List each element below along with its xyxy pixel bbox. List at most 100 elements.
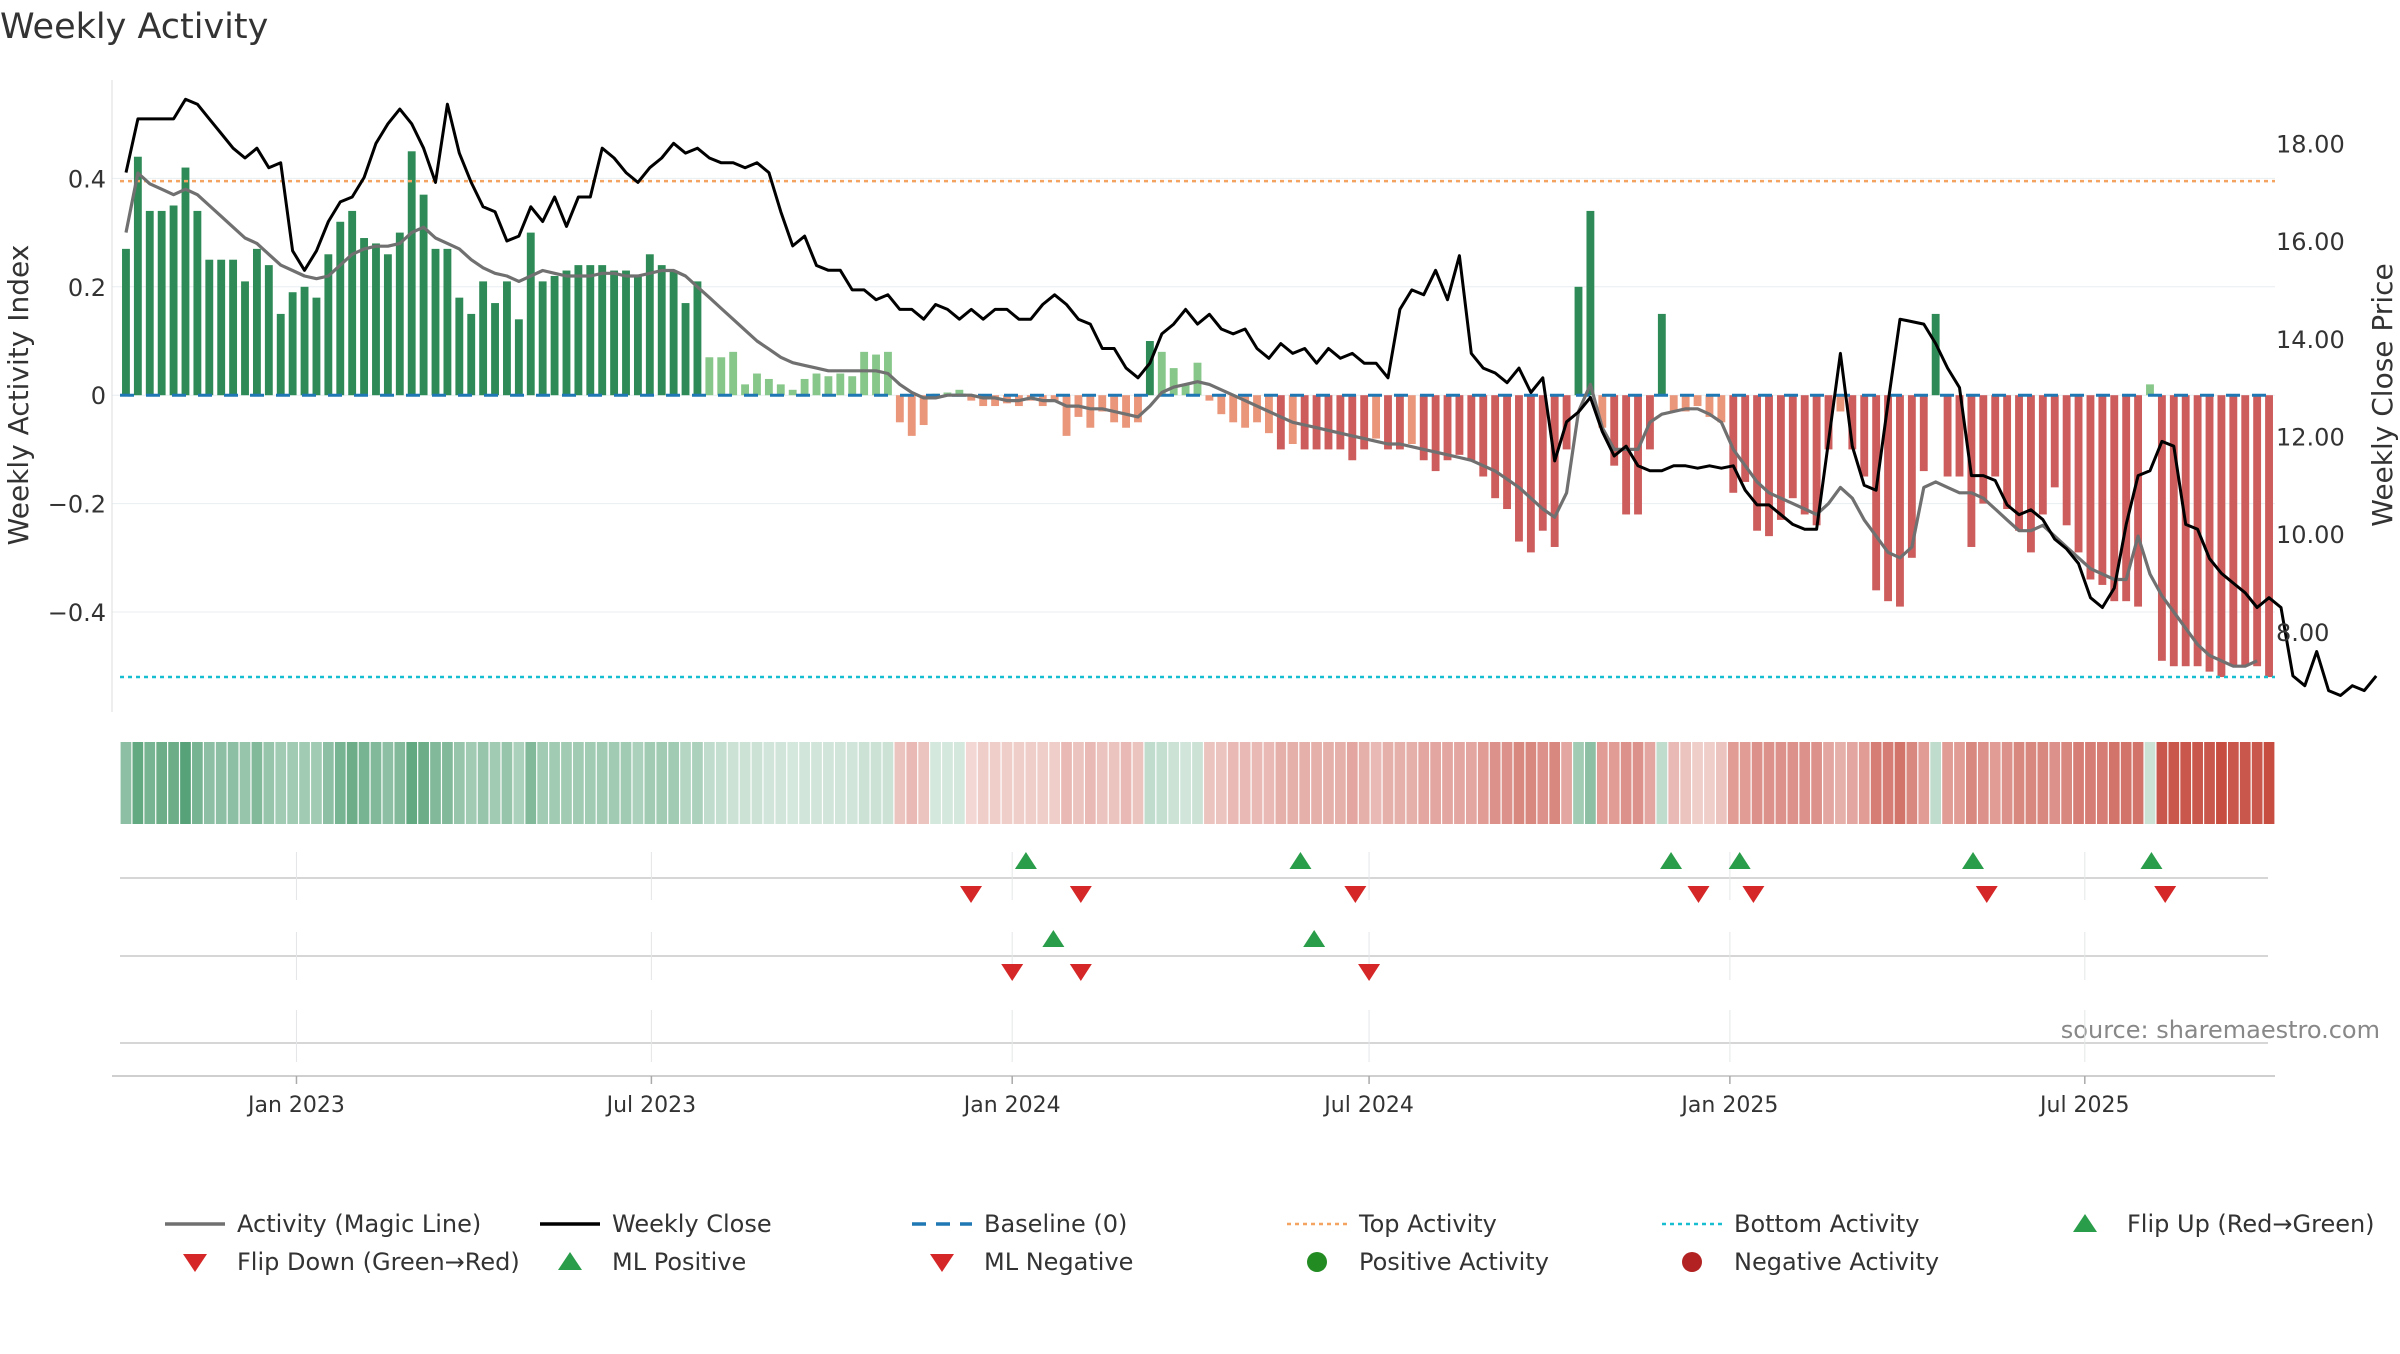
heat-cell — [799, 742, 810, 824]
legend-swatch-triangle-up — [2073, 1214, 2097, 1232]
heat-cell — [1823, 742, 1834, 824]
legend-label: Flip Up (Red→Green) — [2127, 1210, 2375, 1238]
activity-bar-negative — [1979, 395, 1988, 504]
heat-cell — [1858, 742, 1870, 824]
legend-label: Flip Down (Green→Red) — [237, 1248, 520, 1276]
left-tick-label: 0.4 — [68, 165, 106, 193]
heat-cell — [2013, 742, 2025, 824]
activity-bar-negative — [1276, 395, 1285, 450]
flip-down-marker — [1687, 886, 1710, 903]
heat-cell — [1799, 742, 1811, 824]
heat-cell — [1084, 742, 1096, 824]
x-tick-label: Jan 2023 — [246, 1093, 345, 1118]
activity-bar-positive — [645, 254, 654, 396]
activity-bar-negative — [1669, 395, 1678, 412]
heat-cell — [703, 742, 715, 824]
heat-cell — [2156, 742, 2168, 824]
heat-cell — [2049, 742, 2061, 824]
right-tick-label: 18.00 — [2276, 130, 2345, 158]
heat-cell — [1835, 742, 1846, 824]
activity-bar-positive — [264, 265, 273, 396]
activity-bar-negative — [2074, 395, 2083, 553]
activity-bar-negative — [2026, 395, 2035, 553]
activity-bar-positive — [741, 384, 749, 396]
signal-marker-rows — [112, 852, 2275, 1077]
left-tick-label: 0 — [91, 382, 106, 410]
right-tick-label: 16.00 — [2276, 228, 2345, 256]
heat-cell — [513, 742, 525, 824]
heat-cell — [192, 742, 203, 824]
flip-up-marker — [2140, 852, 2163, 869]
activity-bar-negative — [979, 395, 988, 407]
heat-cell — [549, 742, 560, 824]
activity-bar-positive — [824, 376, 833, 396]
heat-cell — [2037, 742, 2049, 824]
activity-bar-negative — [919, 395, 928, 426]
legend-item: Flip Up (Red→Green) — [2073, 1210, 2375, 1238]
activity-bar-negative — [1598, 395, 1607, 428]
activity-bar-negative — [1300, 395, 1309, 450]
activity-bar-positive — [776, 384, 785, 396]
activity-bar-negative — [1693, 395, 1702, 407]
activity-bar-positive — [312, 297, 321, 396]
heat-cell — [501, 742, 513, 824]
x-axis: Jan 2023 Jul 2023 Jan 2024 Jul 2024 Jan 2025… — [246, 1076, 2130, 1118]
source-note: source: sharemaestro.com — [2061, 1016, 2380, 1044]
heat-cell — [2168, 742, 2180, 824]
heat-cell — [751, 742, 763, 824]
activity-bar-positive — [860, 351, 869, 396]
ml-positive-marker — [1042, 930, 1065, 947]
heat-cell — [1192, 742, 1203, 824]
activity-bar-positive — [2146, 384, 2154, 396]
activity-bar-positive — [633, 275, 642, 396]
heat-cell — [1204, 742, 1215, 824]
activity-bar-negative — [1288, 395, 1297, 444]
heat-cell — [1299, 742, 1311, 824]
activity-bar-positive — [1931, 313, 1940, 396]
ml-positive-marker — [1303, 930, 1326, 947]
heat-cell — [156, 742, 168, 824]
legend-item: Negative Activity — [1682, 1248, 1939, 1276]
activity-bar-negative — [2062, 395, 2071, 526]
heat-cell — [1513, 742, 1525, 824]
axis-ticks: 0.4 0.2 0 −0.2 −0.4 18.00 16.00 14.00 12.00 10.00… — [48, 130, 2345, 647]
activity-bar-negative — [1538, 395, 1547, 531]
activity-bar-positive — [455, 297, 464, 396]
activity-bar-negative — [2265, 395, 2273, 678]
flip-down-marker — [1975, 886, 1998, 903]
flip-down-marker — [1344, 886, 1367, 903]
right-tick-label: 14.00 — [2276, 326, 2345, 354]
heat-cell — [1656, 742, 1668, 824]
heat-cell — [918, 742, 930, 824]
ml-negative-marker — [1001, 964, 1024, 981]
activity-bar-positive — [276, 313, 285, 396]
activity-bar-positive — [133, 156, 142, 396]
heat-cell — [1156, 742, 1168, 824]
heat-cell — [1549, 742, 1561, 824]
activity-bar-negative — [2003, 395, 2012, 510]
activity-bar-negative — [1884, 395, 1892, 602]
legend-label: Positive Activity — [1359, 1248, 1549, 1276]
heat-cell — [1442, 742, 1453, 824]
heat-cell — [287, 742, 298, 824]
legend-swatch-triangle-down — [930, 1254, 954, 1272]
legend-label: Top Activity — [1358, 1210, 1497, 1238]
heat-cell — [608, 742, 620, 824]
heat-cell — [358, 742, 370, 824]
heat-cell — [1525, 742, 1537, 824]
activity-bar-negative — [1455, 395, 1464, 455]
activity-bar-negative — [1634, 395, 1642, 515]
heat-cell — [846, 742, 858, 824]
activity-bar-positive — [693, 281, 702, 396]
heat-cell — [2204, 742, 2215, 824]
heat-cell — [930, 742, 941, 824]
activity-bar-negative — [1765, 395, 1773, 537]
heat-cell — [906, 742, 918, 824]
activity-bar-negative — [2253, 395, 2262, 667]
heat-cell — [2001, 742, 2013, 824]
activity-bar-negative — [991, 395, 1000, 407]
x-tick-label: Jul 2025 — [2038, 1093, 2130, 1118]
heat-cell — [1323, 742, 1334, 824]
heat-cell — [656, 742, 668, 824]
activity-bar-positive — [1169, 368, 1178, 396]
